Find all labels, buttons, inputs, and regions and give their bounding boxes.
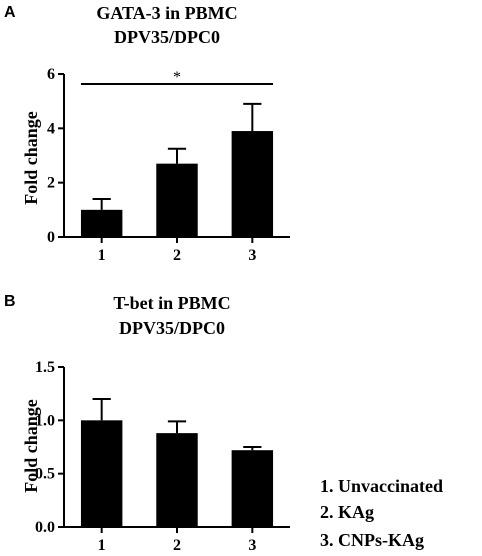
- panel-b-title-line-2: DPV35/DPC0: [119, 318, 225, 338]
- panel-a-bar-2: [156, 163, 198, 237]
- panel-a-y-axis-label: Fold change: [21, 111, 41, 205]
- panel-b-bar-2: [156, 433, 198, 527]
- panel-b-x-tick-label: 1: [98, 537, 106, 554]
- panel-b-y-tick-label: 1.0: [35, 412, 55, 429]
- panel-a-y-tick-label: 2: [47, 175, 55, 192]
- panel-b-bar-1: [80, 420, 123, 527]
- panel-a-y-tick-label: 6: [47, 66, 55, 83]
- panel-b-y-axis-label: Fold change: [21, 399, 41, 493]
- panel-b-y-tick-label: 0.0: [35, 519, 55, 536]
- panel-b-letter: B: [4, 293, 16, 310]
- panel-a-bar-1: [80, 209, 123, 237]
- panel-a-significance-marker: *: [173, 69, 181, 86]
- panel-a-y-tick-label: 4: [47, 120, 55, 137]
- legend: 1. Unvaccinated 2. KAg 3. CNPs-KAg: [320, 476, 443, 550]
- legend-item-3: 3. CNPs-KAg: [320, 530, 424, 550]
- legend-item-2: 2. KAg: [320, 502, 374, 522]
- panel-a-title-line-1: GATA-3 in PBMC: [96, 3, 237, 23]
- panel-a-letter: A: [4, 4, 16, 21]
- panel-b-title-line-1: T-bet in PBMC: [113, 293, 230, 313]
- panel-a-x-tick-label: 2: [173, 247, 181, 264]
- legend-item-1: 1. Unvaccinated: [320, 476, 443, 496]
- panel-b-bar-3: [231, 450, 274, 527]
- panel-b-x-tick-label: 2: [173, 537, 181, 554]
- panel-b-plot: 0.0 0.5 1.0 1.5 1 2 3: [35, 359, 290, 554]
- panel-a-x-tick-label: 1: [98, 247, 106, 264]
- panel-b-y-tick-label: 1.5: [35, 359, 55, 376]
- panel-a-x-tick-label: 3: [248, 247, 256, 264]
- panel-b-x-tick-label: 3: [248, 537, 256, 554]
- panel-a-plot: 0 2 4 6 1 2 3 *: [47, 66, 290, 264]
- panel-a-y-tick-label: 0: [47, 229, 55, 246]
- panel-a-title-line-2: DPV35/DPC0: [114, 27, 220, 47]
- panel-a-bar-3: [231, 131, 274, 237]
- panel-b-y-tick-label: 0.5: [35, 466, 55, 483]
